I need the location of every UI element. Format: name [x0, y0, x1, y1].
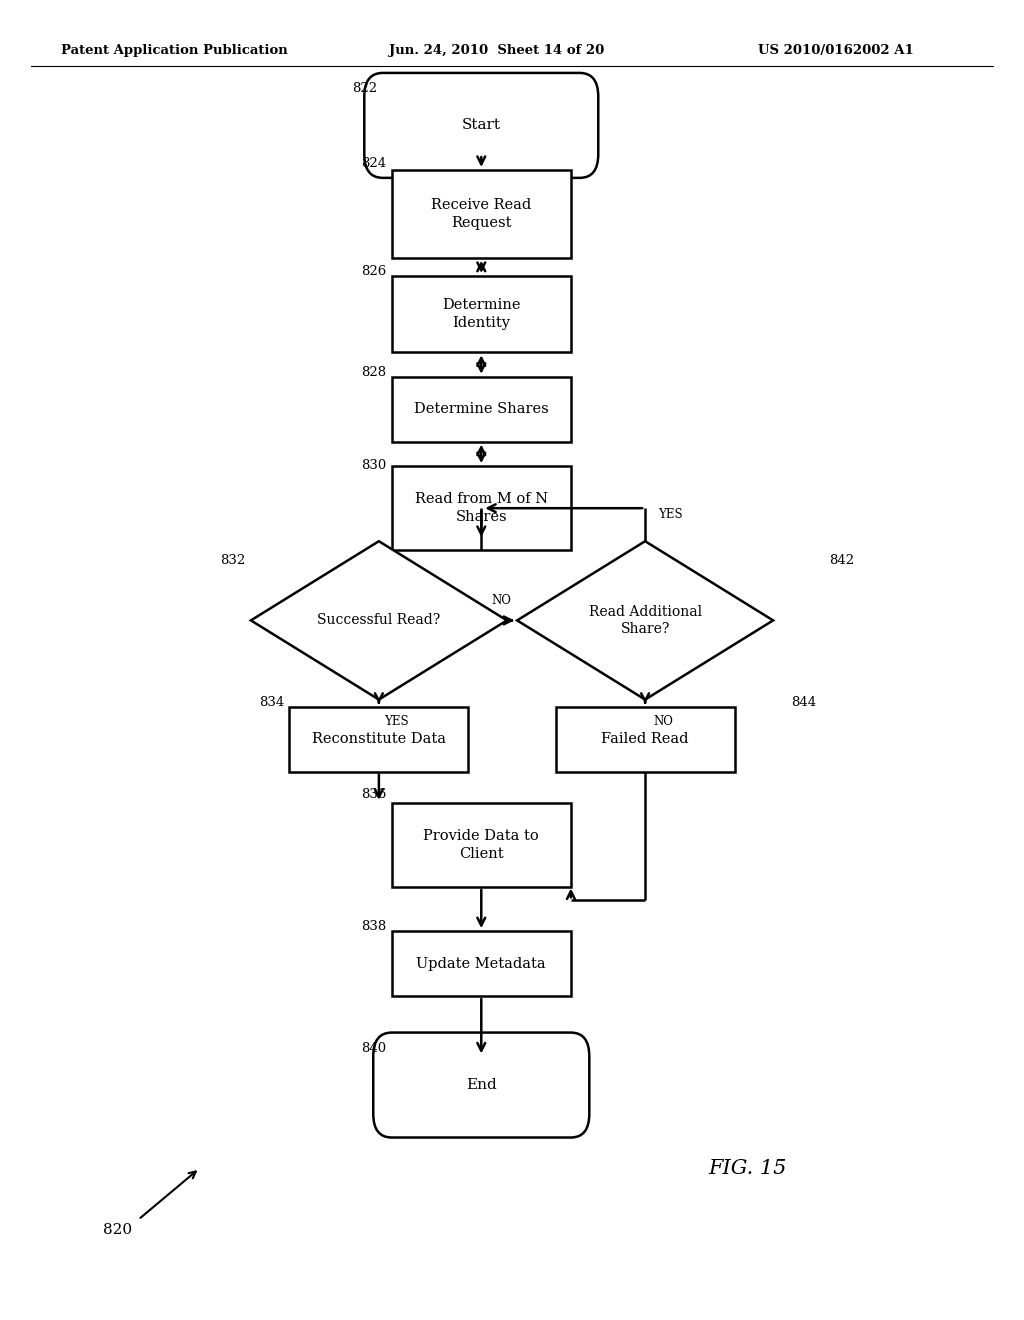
- Text: Update Metadata: Update Metadata: [417, 957, 546, 970]
- Text: FIG. 15: FIG. 15: [709, 1159, 786, 1177]
- Text: 822: 822: [352, 82, 378, 95]
- Text: Patent Application Publication: Patent Application Publication: [61, 44, 288, 57]
- Text: Determine Shares: Determine Shares: [414, 403, 549, 416]
- Text: US 2010/0162002 A1: US 2010/0162002 A1: [758, 44, 913, 57]
- FancyBboxPatch shape: [373, 1032, 589, 1138]
- Bar: [391, 170, 570, 257]
- Text: Failed Read: Failed Read: [601, 733, 689, 746]
- Text: Read from M of N
Shares: Read from M of N Shares: [415, 492, 548, 524]
- Polygon shape: [517, 541, 773, 700]
- Text: 828: 828: [361, 366, 386, 379]
- Text: Read Additional
Share?: Read Additional Share?: [589, 605, 701, 636]
- Text: 830: 830: [361, 459, 386, 473]
- Text: Provide Data to
Client: Provide Data to Client: [423, 829, 540, 861]
- Text: 838: 838: [361, 920, 386, 933]
- Bar: [555, 706, 735, 772]
- Text: Reconstitute Data: Reconstitute Data: [312, 733, 445, 746]
- Text: Start: Start: [462, 119, 501, 132]
- Text: NO: NO: [492, 594, 512, 607]
- Text: Jun. 24, 2010  Sheet 14 of 20: Jun. 24, 2010 Sheet 14 of 20: [389, 44, 604, 57]
- Text: 842: 842: [829, 554, 855, 568]
- Text: 834: 834: [259, 696, 284, 709]
- Polygon shape: [251, 541, 507, 700]
- Bar: [391, 931, 570, 997]
- Bar: [391, 803, 570, 887]
- Text: Determine
Identity: Determine Identity: [442, 298, 520, 330]
- Text: NO: NO: [653, 715, 673, 729]
- Text: End: End: [466, 1078, 497, 1092]
- Bar: [391, 376, 570, 442]
- Text: YES: YES: [658, 508, 683, 521]
- Text: 832: 832: [220, 554, 246, 568]
- Bar: [391, 466, 570, 550]
- Text: 840: 840: [361, 1041, 386, 1055]
- Text: 824: 824: [361, 157, 386, 170]
- Text: 836: 836: [361, 788, 386, 801]
- Text: 826: 826: [361, 265, 386, 279]
- Text: YES: YES: [384, 715, 409, 729]
- Bar: [391, 276, 570, 352]
- Text: 844: 844: [792, 696, 816, 709]
- Text: 820: 820: [103, 1224, 132, 1237]
- Text: Successful Read?: Successful Read?: [317, 614, 440, 627]
- FancyBboxPatch shape: [365, 73, 598, 178]
- Bar: [289, 706, 468, 772]
- Text: Receive Read
Request: Receive Read Request: [431, 198, 531, 230]
